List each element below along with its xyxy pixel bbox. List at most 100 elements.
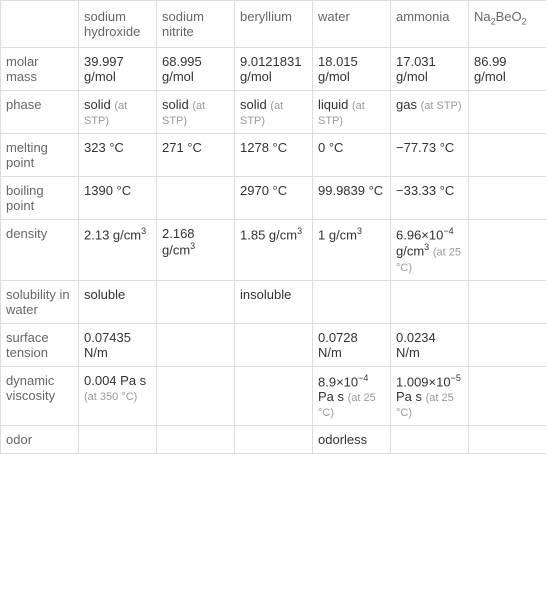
cell-value (469, 323, 546, 366)
cell-value: 39.997 g/mol (79, 48, 157, 91)
row-odor: odor odorless (1, 425, 546, 453)
cell-value: odorless (313, 425, 391, 453)
viscosity-sup: −4 (358, 373, 368, 383)
cell-value (157, 366, 235, 425)
row-solubility: solubility in water soluble insoluble (1, 280, 546, 323)
cell-value: 18.015 g/mol (313, 48, 391, 91)
cell-value: 323 °C (79, 134, 157, 177)
cell-value: 68.995 g/mol (157, 48, 235, 91)
cell-value (469, 134, 546, 177)
cell-value (157, 280, 235, 323)
cell-value (391, 280, 469, 323)
row-molar-mass: molar mass 39.997 g/mol 68.995 g/mol 9.0… (1, 48, 546, 91)
cell-value (235, 323, 313, 366)
cell-value: solid (at STP) (235, 91, 313, 134)
properties-table: sodium hydroxide sodium nitrite berylliu… (0, 0, 546, 454)
viscosity-value: Pa s (318, 389, 344, 404)
cell-value: −77.73 °C (391, 134, 469, 177)
cell-value: solid (at STP) (157, 91, 235, 134)
cell-value (157, 323, 235, 366)
row-viscosity: dynamic viscosity 0.004 Pa s (at 350 °C)… (1, 366, 546, 425)
phase-value: solid (240, 97, 267, 112)
cell-value: 2.13 g/cm3 (79, 220, 157, 281)
viscosity-value: 0.004 Pa s (84, 373, 146, 388)
cell-value (157, 425, 235, 453)
phase-value: liquid (318, 97, 348, 112)
cell-value (469, 280, 546, 323)
formula-sub: 2 (522, 17, 527, 27)
phase-value: solid (84, 97, 111, 112)
viscosity-value: Pa s (396, 389, 422, 404)
label-surface-tension: surface tension (1, 323, 79, 366)
row-melting-point: melting point 323 °C 271 °C 1278 °C 0 °C… (1, 134, 546, 177)
cell-value (469, 425, 546, 453)
cell-value (391, 425, 469, 453)
cell-value (235, 366, 313, 425)
row-surface-tension: surface tension 0.07435 N/m 0.0728 N/m 0… (1, 323, 546, 366)
label-density: density (1, 220, 79, 281)
cell-value (469, 177, 546, 220)
density-sup: 3 (297, 226, 302, 236)
density-sup: 3 (357, 226, 362, 236)
cell-value: insoluble (235, 280, 313, 323)
cell-value: 17.031 g/mol (391, 48, 469, 91)
density-value: 1 g/cm (318, 227, 357, 242)
cell-value: soluble (79, 280, 157, 323)
formula-text: Na (474, 9, 491, 24)
cell-value: −33.33 °C (391, 177, 469, 220)
cell-value: 9.0121831 g/mol (235, 48, 313, 91)
cell-value: 6.96×10−4 g/cm3 (at 25 °C) (391, 220, 469, 281)
phase-value: solid (162, 97, 189, 112)
viscosity-sup: −5 (451, 373, 461, 383)
phase-value: gas (396, 97, 417, 112)
cell-value: 2970 °C (235, 177, 313, 220)
viscosity-value: 8.9×10 (318, 374, 358, 389)
cell-value: 1390 °C (79, 177, 157, 220)
label-melting-point: melting point (1, 134, 79, 177)
cell-value: 1.009×10−5 Pa s (at 25 °C) (391, 366, 469, 425)
density-value: g/cm (396, 244, 424, 259)
cell-value (313, 280, 391, 323)
cell-value (469, 366, 546, 425)
cell-value (469, 91, 546, 134)
label-odor: odor (1, 425, 79, 453)
cell-value (157, 177, 235, 220)
label-viscosity: dynamic viscosity (1, 366, 79, 425)
header-water: water (313, 1, 391, 48)
cell-value: 0 °C (313, 134, 391, 177)
cell-value: 1 g/cm3 (313, 220, 391, 281)
cell-value: 86.99 g/mol (469, 48, 546, 91)
cell-value (79, 425, 157, 453)
cell-value: 2.168 g/cm3 (157, 220, 235, 281)
cell-value: 99.9839 °C (313, 177, 391, 220)
row-density: density 2.13 g/cm3 2.168 g/cm3 1.85 g/cm… (1, 220, 546, 281)
cell-value: gas (at STP) (391, 91, 469, 134)
header-sodium-nitrite: sodium nitrite (157, 1, 235, 48)
label-molar-mass: molar mass (1, 48, 79, 91)
cell-value (469, 220, 546, 281)
cell-value: liquid (at STP) (313, 91, 391, 134)
header-row: sodium hydroxide sodium nitrite berylliu… (1, 1, 546, 48)
phase-note: (at STP) (421, 100, 462, 112)
row-boiling-point: boiling point 1390 °C 2970 °C 99.9839 °C… (1, 177, 546, 220)
cell-value: 0.07435 N/m (79, 323, 157, 366)
header-sodium-hydroxide: sodium hydroxide (79, 1, 157, 48)
density-value: 2.13 g/cm (84, 227, 141, 242)
cell-value: 8.9×10−4 Pa s (at 25 °C) (313, 366, 391, 425)
cell-value: 1.85 g/cm3 (235, 220, 313, 281)
header-empty (1, 1, 79, 48)
viscosity-note: (at 350 °C) (84, 391, 137, 403)
cell-value: solid (at STP) (79, 91, 157, 134)
label-solubility: solubility in water (1, 280, 79, 323)
cell-value: 0.004 Pa s (at 350 °C) (79, 366, 157, 425)
density-sup: −4 (443, 226, 453, 236)
density-value: 6.96×10 (396, 227, 443, 242)
formula-text: BeO (496, 9, 522, 24)
label-phase: phase (1, 91, 79, 134)
header-ammonia: ammonia (391, 1, 469, 48)
density-sup: 3 (141, 226, 146, 236)
cell-value: 1278 °C (235, 134, 313, 177)
cell-value (235, 425, 313, 453)
header-na2beo2: Na2BeO2 (469, 1, 546, 48)
cell-value: 0.0234 N/m (391, 323, 469, 366)
